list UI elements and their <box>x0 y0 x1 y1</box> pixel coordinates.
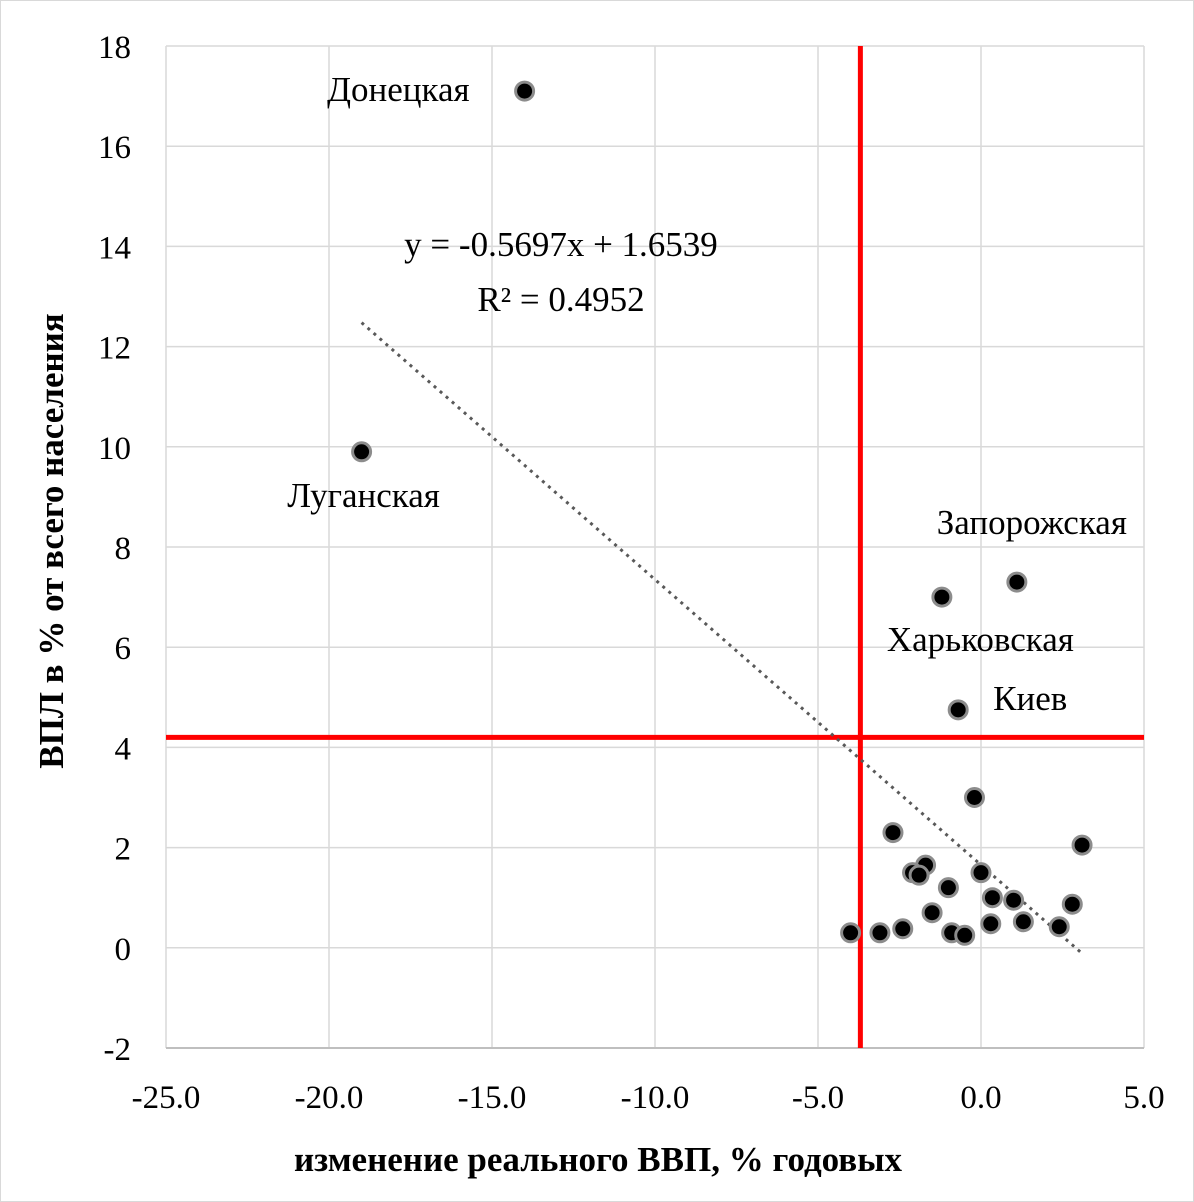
data-point <box>931 586 953 608</box>
x-tick-label: 5.0 <box>1123 1080 1164 1116</box>
x-tick-label: 0.0 <box>960 1080 1001 1116</box>
y-tick-label: 10 <box>98 431 131 467</box>
x-tick-label: -25.0 <box>132 1080 201 1116</box>
data-point <box>1006 571 1028 593</box>
reference-lines <box>166 46 1144 1048</box>
data-points <box>351 80 1093 946</box>
x-tick-label: -10.0 <box>621 1080 690 1116</box>
y-tick-label: 0 <box>115 932 132 968</box>
data-point <box>869 922 891 944</box>
y-tick-label: 16 <box>98 130 131 166</box>
data-point <box>840 922 862 944</box>
y-tick-labels: -2 0 2 4 6 8 10 12 14 16 18 <box>98 30 131 1068</box>
data-point <box>1003 889 1025 911</box>
y-axis-title: ВПЛ в % от всего населения <box>32 313 71 769</box>
y-tick-label: 12 <box>98 331 131 367</box>
data-point <box>882 822 904 844</box>
data-point <box>1012 911 1034 933</box>
y-tick-label: -2 <box>104 1032 132 1068</box>
grid-lines <box>165 45 1145 1049</box>
data-point <box>921 902 943 924</box>
y-tick-label: 14 <box>98 230 131 266</box>
data-point <box>908 864 930 886</box>
y-tick-label: 2 <box>115 832 132 868</box>
x-tick-label: -15.0 <box>458 1080 527 1116</box>
data-point <box>937 877 959 899</box>
point-label: Запорожская <box>937 503 1127 542</box>
data-point <box>963 787 985 808</box>
point-labels: Донецкая Луганская Запорожская Харьковская К… <box>287 70 1127 718</box>
data-point <box>980 913 1002 935</box>
y-tick-label: 4 <box>115 731 132 767</box>
x-tick-label: -20.0 <box>295 1080 364 1116</box>
x-axis-title: изменение реального ВВП, % годовых <box>294 1140 903 1179</box>
data-point <box>1071 834 1093 856</box>
y-tick-label: 18 <box>98 30 131 66</box>
data-point <box>1048 916 1070 938</box>
data-point <box>1061 893 1083 915</box>
data-point <box>981 887 1003 909</box>
y-tick-label: 8 <box>115 531 132 567</box>
trendline-r-squared: R² = 0.4952 <box>477 280 644 319</box>
data-point <box>892 918 914 940</box>
data-point <box>970 862 992 884</box>
point-label: Харьковская <box>887 620 1074 659</box>
data-point <box>351 441 373 463</box>
point-label: Донецкая <box>327 70 469 109</box>
point-label: Киев <box>993 679 1067 718</box>
data-point <box>947 699 969 721</box>
y-tick-label: 6 <box>115 631 132 667</box>
trendline-equation: y = -0.5697x + 1.6539 <box>404 225 718 264</box>
x-tick-labels: -25.0 -20.0 -15.0 -10.0 -5.0 0.0 5.0 <box>132 1080 1165 1116</box>
data-point <box>514 80 536 102</box>
point-label: Луганская <box>287 476 440 515</box>
x-tick-label: -5.0 <box>792 1080 844 1116</box>
data-point <box>954 924 976 946</box>
